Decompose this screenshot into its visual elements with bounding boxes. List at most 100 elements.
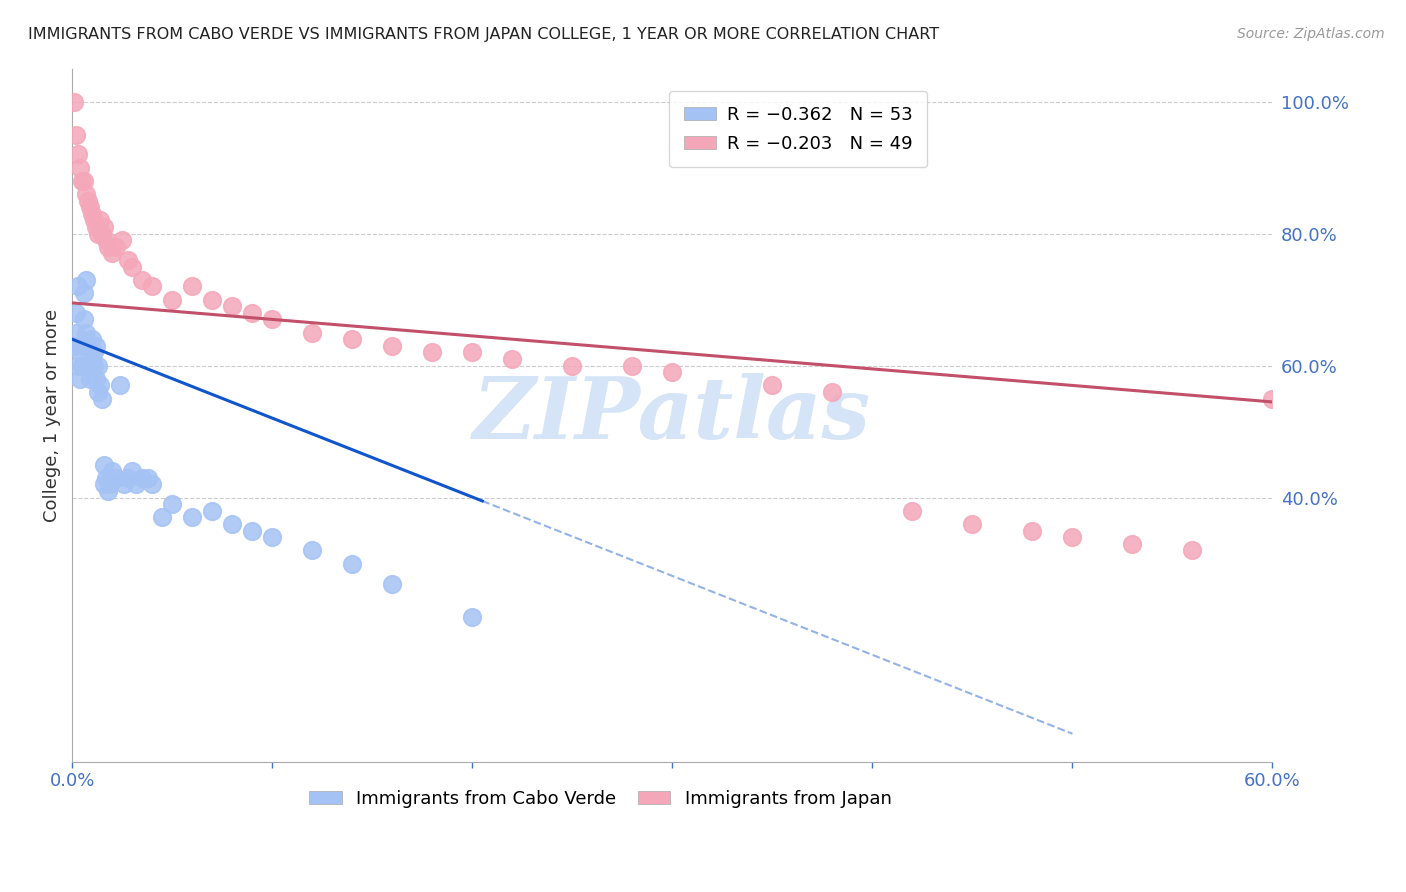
Point <box>101 464 124 478</box>
Point <box>262 530 284 544</box>
Point <box>97 240 120 254</box>
Point <box>121 260 143 274</box>
Point <box>131 471 153 485</box>
Point <box>162 497 184 511</box>
Point <box>117 471 139 485</box>
Point <box>77 359 100 373</box>
Point <box>96 471 118 485</box>
Point <box>93 219 115 234</box>
Point <box>240 306 263 320</box>
Point <box>381 339 404 353</box>
Point <box>63 95 86 109</box>
Point <box>69 372 91 386</box>
Point <box>82 332 104 346</box>
Point <box>101 246 124 260</box>
Point <box>65 128 87 142</box>
Point <box>461 609 484 624</box>
Point <box>98 477 121 491</box>
Point <box>83 213 105 227</box>
Point <box>342 332 364 346</box>
Point <box>70 339 93 353</box>
Point <box>83 345 105 359</box>
Point <box>621 359 644 373</box>
Point <box>79 372 101 386</box>
Point <box>501 351 523 366</box>
Text: Source: ZipAtlas.com: Source: ZipAtlas.com <box>1237 27 1385 41</box>
Point <box>201 504 224 518</box>
Point <box>75 186 97 201</box>
Point <box>112 477 135 491</box>
Point <box>83 359 105 373</box>
Point <box>77 339 100 353</box>
Y-axis label: College, 1 year or more: College, 1 year or more <box>44 309 60 522</box>
Point <box>89 378 111 392</box>
Text: IMMIGRANTS FROM CABO VERDE VS IMMIGRANTS FROM JAPAN COLLEGE, 1 YEAR OR MORE CORR: IMMIGRANTS FROM CABO VERDE VS IMMIGRANTS… <box>28 27 939 42</box>
Point <box>75 326 97 340</box>
Point <box>131 273 153 287</box>
Point <box>87 227 110 241</box>
Point <box>97 484 120 499</box>
Point <box>901 504 924 518</box>
Point <box>150 510 173 524</box>
Point <box>77 194 100 208</box>
Point <box>240 524 263 538</box>
Point <box>1121 537 1143 551</box>
Point <box>93 477 115 491</box>
Point <box>82 207 104 221</box>
Point <box>117 252 139 267</box>
Point <box>87 359 110 373</box>
Point <box>111 233 134 247</box>
Point <box>1261 392 1284 406</box>
Point <box>65 306 87 320</box>
Point <box>301 543 323 558</box>
Point <box>63 339 86 353</box>
Point <box>221 299 243 313</box>
Point <box>1021 524 1043 538</box>
Point <box>82 351 104 366</box>
Point <box>125 477 148 491</box>
Point <box>1181 543 1204 558</box>
Point <box>67 279 90 293</box>
Point <box>65 326 87 340</box>
Point <box>70 359 93 373</box>
Point <box>1062 530 1084 544</box>
Point <box>73 174 96 188</box>
Point <box>141 279 163 293</box>
Point <box>105 240 128 254</box>
Point <box>73 312 96 326</box>
Point <box>67 147 90 161</box>
Point <box>821 385 844 400</box>
Point <box>301 326 323 340</box>
Point <box>87 385 110 400</box>
Point <box>96 233 118 247</box>
Point <box>70 174 93 188</box>
Point <box>67 359 90 373</box>
Point <box>121 464 143 478</box>
Point <box>84 372 107 386</box>
Point <box>201 293 224 307</box>
Point <box>84 339 107 353</box>
Point <box>461 345 484 359</box>
Point <box>79 200 101 214</box>
Point <box>91 227 114 241</box>
Legend: Immigrants from Cabo Verde, Immigrants from Japan: Immigrants from Cabo Verde, Immigrants f… <box>302 782 898 815</box>
Point <box>962 517 984 532</box>
Point <box>761 378 783 392</box>
Point <box>105 471 128 485</box>
Point <box>136 471 159 485</box>
Point <box>141 477 163 491</box>
Point <box>162 293 184 307</box>
Point <box>93 458 115 472</box>
Point <box>661 365 683 379</box>
Point <box>181 510 204 524</box>
Point <box>84 219 107 234</box>
Point <box>79 359 101 373</box>
Point <box>561 359 583 373</box>
Point <box>420 345 443 359</box>
Point <box>91 392 114 406</box>
Point <box>110 378 132 392</box>
Text: ZIPatlas: ZIPatlas <box>474 374 872 457</box>
Point <box>342 557 364 571</box>
Point <box>181 279 204 293</box>
Point <box>73 285 96 300</box>
